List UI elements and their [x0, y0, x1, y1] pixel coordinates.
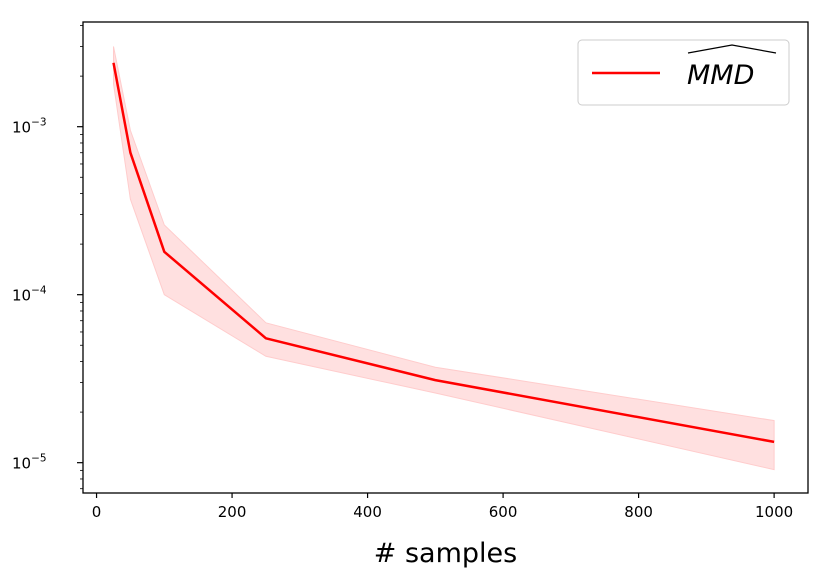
y-tick-label: 10−5 — [12, 453, 47, 473]
x-tick-label: 0 — [92, 503, 102, 521]
x-tick-label: 200 — [218, 503, 247, 521]
legend-box — [577, 39, 790, 106]
x-tick-label: 600 — [489, 503, 518, 521]
plot-frame — [82, 21, 809, 494]
series-line — [112, 62, 775, 444]
confidence-band-layer — [113, 46, 775, 471]
x-tick-label: 1000 — [755, 503, 793, 521]
legend-entry-label: MMD — [687, 60, 754, 91]
y-tick-label: 10−4 — [12, 285, 47, 305]
legend: MMD — [577, 39, 790, 106]
x-axis-label: # samples — [374, 538, 517, 569]
x-tick-label: 800 — [624, 503, 653, 521]
y-axis-ticks: 10−5 10−4 10−3 — [12, 25, 83, 490]
y-tick-label: 10−3 — [12, 117, 47, 137]
x-tick-label: 400 — [353, 503, 382, 521]
series-band — [113, 46, 775, 471]
legend-hat-accent — [687, 44, 777, 54]
series-line-layer — [112, 62, 775, 444]
x-axis-ticks: 0 200 400 600 800 1000 — [92, 493, 793, 521]
